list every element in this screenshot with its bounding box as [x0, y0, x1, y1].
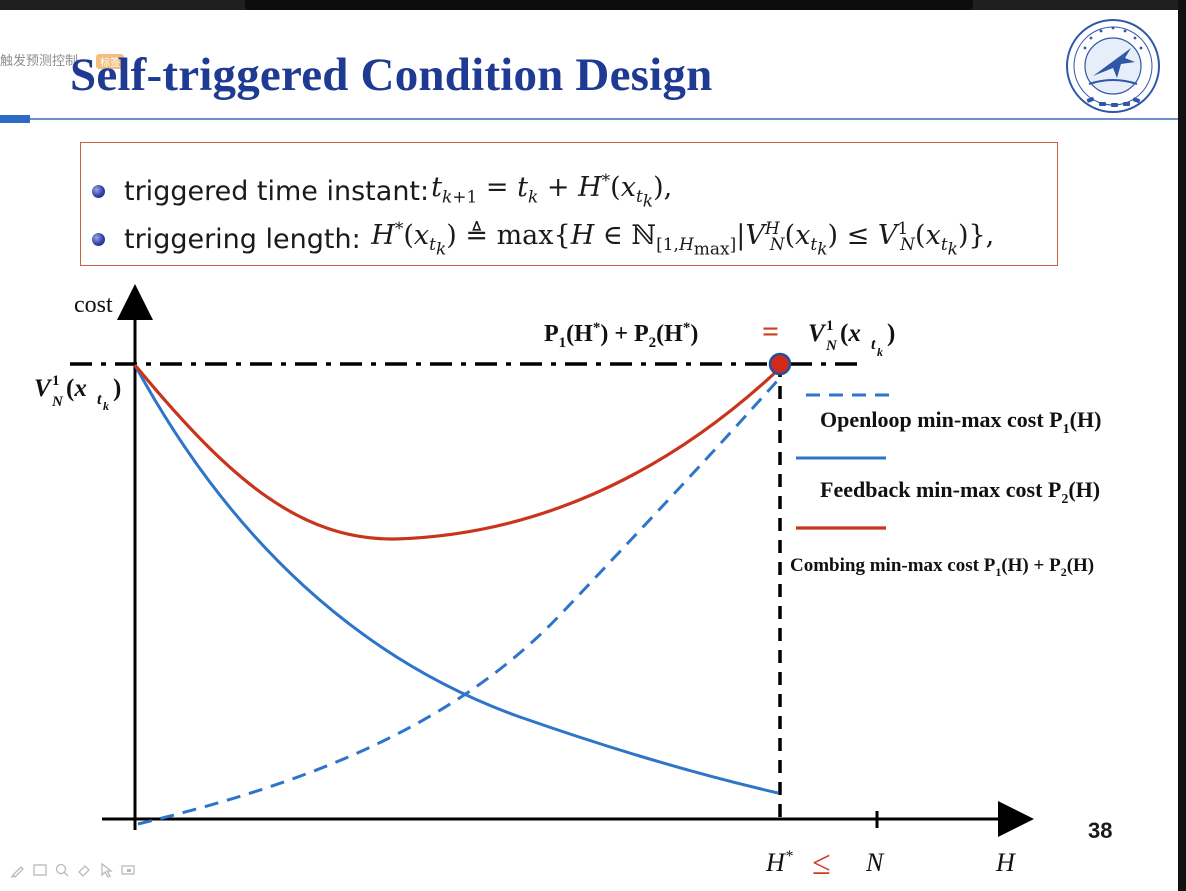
cost-diagram: cost H V 1 N (x t k ) P1(H*) + P2(H*) = … — [34, 284, 1101, 882]
x-axis-label: H — [995, 848, 1016, 877]
bullet-triggering-length: triggering length: H*(xtk) ≜ max{H ∈ ℕ[1… — [81, 219, 994, 260]
svg-text:k: k — [103, 399, 109, 413]
formula-triggering-length: H*(xtk) ≜ max{H ∈ ℕ[1,Hmax]|VHN(xtk) ≤ V… — [371, 219, 995, 260]
top-annotation: P1(H*) + P2(H*) = V 1 N (x t k ) — [544, 315, 895, 359]
zoom-icon[interactable] — [54, 862, 70, 878]
y-start-label: V 1 N (x t k ) — [34, 373, 121, 413]
screen-icon[interactable] — [120, 862, 136, 878]
optimal-point-marker — [768, 352, 792, 376]
feedback-cost-curve — [133, 364, 779, 795]
openloop-cost-curve — [137, 379, 780, 826]
x-tick-leq: ≤ — [812, 845, 831, 882]
x-tick-labels: H* ≤ N — [765, 845, 885, 882]
svg-text:N: N — [825, 338, 838, 354]
legend-openloop-label: Openloop min-max cost P1(H) — [820, 407, 1101, 437]
x-tick-hstar: H* — [765, 848, 793, 877]
slide: 触发预测控制 标签 Self-triggered Condition Desig… — [0, 10, 1178, 891]
presentation-toolbar[interactable] — [10, 862, 136, 878]
svg-text:(x: (x — [66, 375, 87, 402]
svg-text:t: t — [871, 336, 876, 353]
bullet-triggered-time: triggered time instant: tk+1 = tk + H*(x… — [81, 171, 672, 212]
title-underline — [0, 118, 1178, 120]
legend-feedback-label: Feedback min-max cost P2(H) — [820, 477, 1100, 507]
y-axis-label: cost — [74, 292, 113, 318]
svg-text:(x: (x — [840, 320, 861, 347]
svg-text:=: = — [762, 315, 779, 348]
watermark-tag: 标签 — [96, 54, 125, 69]
slides-icon[interactable] — [32, 862, 48, 878]
svg-text:1: 1 — [52, 373, 60, 389]
slide-title: Self-triggered Condition Design — [70, 49, 713, 101]
combined-cost-curve — [133, 363, 780, 541]
eraser-icon[interactable] — [76, 862, 92, 878]
x-tick-n: N — [865, 848, 885, 877]
bullet-label: triggered time instant: — [124, 175, 430, 207]
window-edge — [1178, 0, 1186, 891]
title-accent-bar — [0, 115, 30, 123]
legend: Openloop min-max cost P1(H) Feedback min… — [790, 393, 1101, 579]
svg-text:): ) — [887, 320, 895, 347]
svg-text:N: N — [51, 394, 64, 410]
university-seal-icon — [1066, 19, 1160, 113]
bullet-icon — [92, 232, 105, 246]
page-number: 38 — [1088, 818, 1113, 843]
definition-box: triggered time instant: tk+1 = tk + H*(x… — [80, 142, 1058, 266]
legend-combined-label: Combing min-max cost P1(H) + P2(H) — [790, 555, 1094, 579]
formula-triggered-time: tk+1 = tk + H*(xtk), — [431, 171, 673, 212]
bullet-icon — [92, 184, 105, 198]
video-watermark: 触发预测控制 标签 — [0, 50, 125, 69]
watermark-text: 触发预测控制 — [0, 54, 79, 69]
svg-text:1: 1 — [826, 318, 834, 334]
svg-text:V: V — [808, 320, 827, 347]
svg-text:k: k — [877, 345, 883, 359]
presentation-top-bar — [245, 0, 973, 10]
bullet-label: triggering length: — [124, 223, 361, 255]
svg-text:): ) — [113, 375, 121, 402]
svg-text:t: t — [97, 391, 102, 408]
pointer-icon[interactable] — [98, 862, 114, 878]
svg-text:P1(H*) + P2(H*): P1(H*) + P2(H*) — [544, 320, 698, 351]
pen-icon[interactable] — [10, 862, 26, 878]
svg-text:V: V — [34, 375, 53, 402]
